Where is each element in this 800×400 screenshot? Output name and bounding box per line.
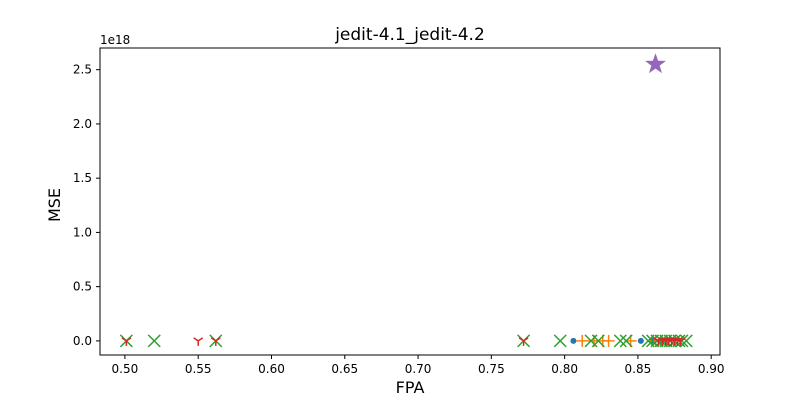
data-point-tri-down: [193, 337, 204, 346]
data-point-x: [679, 334, 693, 348]
data-point-x: [591, 334, 605, 348]
data-point-x: [619, 334, 633, 348]
y-tick-label: 2.5: [73, 63, 92, 77]
x-tick-label: 0.75: [478, 362, 505, 376]
data-point-tri-down: [518, 337, 529, 346]
data-point-x: [553, 334, 567, 348]
data-point-x: [147, 334, 161, 348]
y-axis-label: MSE: [45, 188, 64, 222]
data-point-circle: [637, 337, 644, 344]
y-axis-ticks: 0.0 0.5 1.0 1.5 2.0 2.5: [73, 63, 100, 348]
data-point-x: [613, 334, 627, 348]
x-tick-label: 0.65: [331, 362, 358, 376]
data-point-plus: [602, 334, 615, 347]
y-tick-label: 0.5: [73, 280, 92, 294]
plot-marks: [119, 53, 693, 348]
x-axis-label: FPA: [396, 378, 425, 397]
data-point-plus: [576, 334, 589, 347]
data-point-tri-down: [210, 337, 221, 346]
data-point-tri-down: [657, 337, 668, 346]
y-tick-label: 0.0: [73, 334, 92, 348]
data-point-star: [645, 53, 666, 74]
y-tick-label: 2.0: [73, 117, 92, 131]
data-point-tri-down: [663, 337, 674, 346]
x-axis-ticks: 0.50 0.55 0.60 0.65 0.70 0.75 0.80 0.85 0.90: [112, 355, 725, 376]
data-point-tri-down: [669, 337, 680, 346]
x-tick-label: 0.85: [625, 362, 652, 376]
data-point-tri-down: [660, 337, 671, 346]
data-point-tri-down: [121, 337, 132, 346]
x-tick-label: 0.70: [405, 362, 432, 376]
chart-title: jedit-4.1_jedit-4.2: [334, 25, 485, 45]
plot-frame: [99, 47, 721, 356]
y-tick-label: 1.0: [73, 225, 92, 239]
data-point-tri-down: [666, 337, 677, 346]
x-tick-label: 0.80: [551, 362, 578, 376]
x-tick-label: 0.90: [698, 362, 725, 376]
data-point-tri-down: [672, 337, 683, 346]
data-point-circle: [570, 337, 577, 344]
x-tick-label: 0.60: [258, 362, 285, 376]
x-tick-label: 0.55: [185, 362, 212, 376]
x-tick-label: 0.50: [112, 362, 139, 376]
data-point-tri-down: [675, 337, 686, 346]
y-tick-label: 1.5: [73, 171, 92, 185]
y-offset-label: 1e18: [100, 33, 130, 47]
